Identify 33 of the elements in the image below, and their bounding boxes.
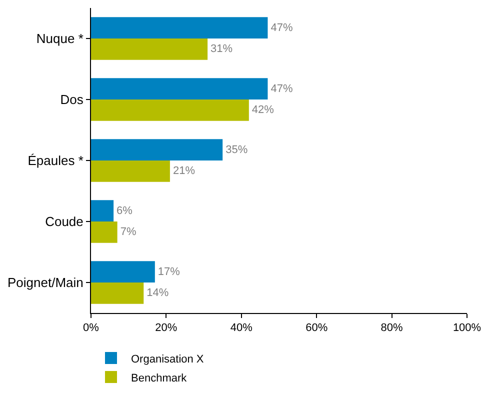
bar xyxy=(91,222,118,243)
bar xyxy=(91,282,144,304)
bar xyxy=(91,160,170,182)
data-label: 6% xyxy=(116,204,133,217)
data-label: 35% xyxy=(226,144,248,156)
bar xyxy=(91,38,208,60)
x-tick-label: 0% xyxy=(83,322,100,334)
legend-label: Benchmark xyxy=(131,372,188,384)
y-tick-label: Poignet/Main xyxy=(8,275,84,290)
bar xyxy=(91,17,268,38)
bar xyxy=(91,78,268,100)
legend-label: Organisation X xyxy=(131,353,204,366)
y-tick-label: Nuque * xyxy=(36,31,84,46)
data-label: 47% xyxy=(270,82,293,95)
data-label: 7% xyxy=(120,226,136,238)
y-tick-label: Dos xyxy=(60,92,84,108)
data-label: 17% xyxy=(158,266,180,278)
x-tick-label: 60% xyxy=(306,322,328,334)
x-tick-label: 20% xyxy=(155,322,178,334)
data-label: 21% xyxy=(172,165,196,178)
bar xyxy=(91,200,114,222)
data-label: 47% xyxy=(270,22,293,34)
x-tick-label: 80% xyxy=(380,322,404,334)
data-label: 14% xyxy=(146,287,169,300)
data-label: 31% xyxy=(210,43,233,56)
x-tick-label: 100% xyxy=(452,322,482,334)
bar xyxy=(91,139,223,160)
data-label: 42% xyxy=(252,104,274,116)
y-tick-label: Coude xyxy=(45,214,84,230)
bar xyxy=(91,261,155,282)
y-tick-label: Épaules * xyxy=(28,153,84,168)
bar xyxy=(91,100,249,121)
x-tick-label: 40% xyxy=(230,322,253,334)
